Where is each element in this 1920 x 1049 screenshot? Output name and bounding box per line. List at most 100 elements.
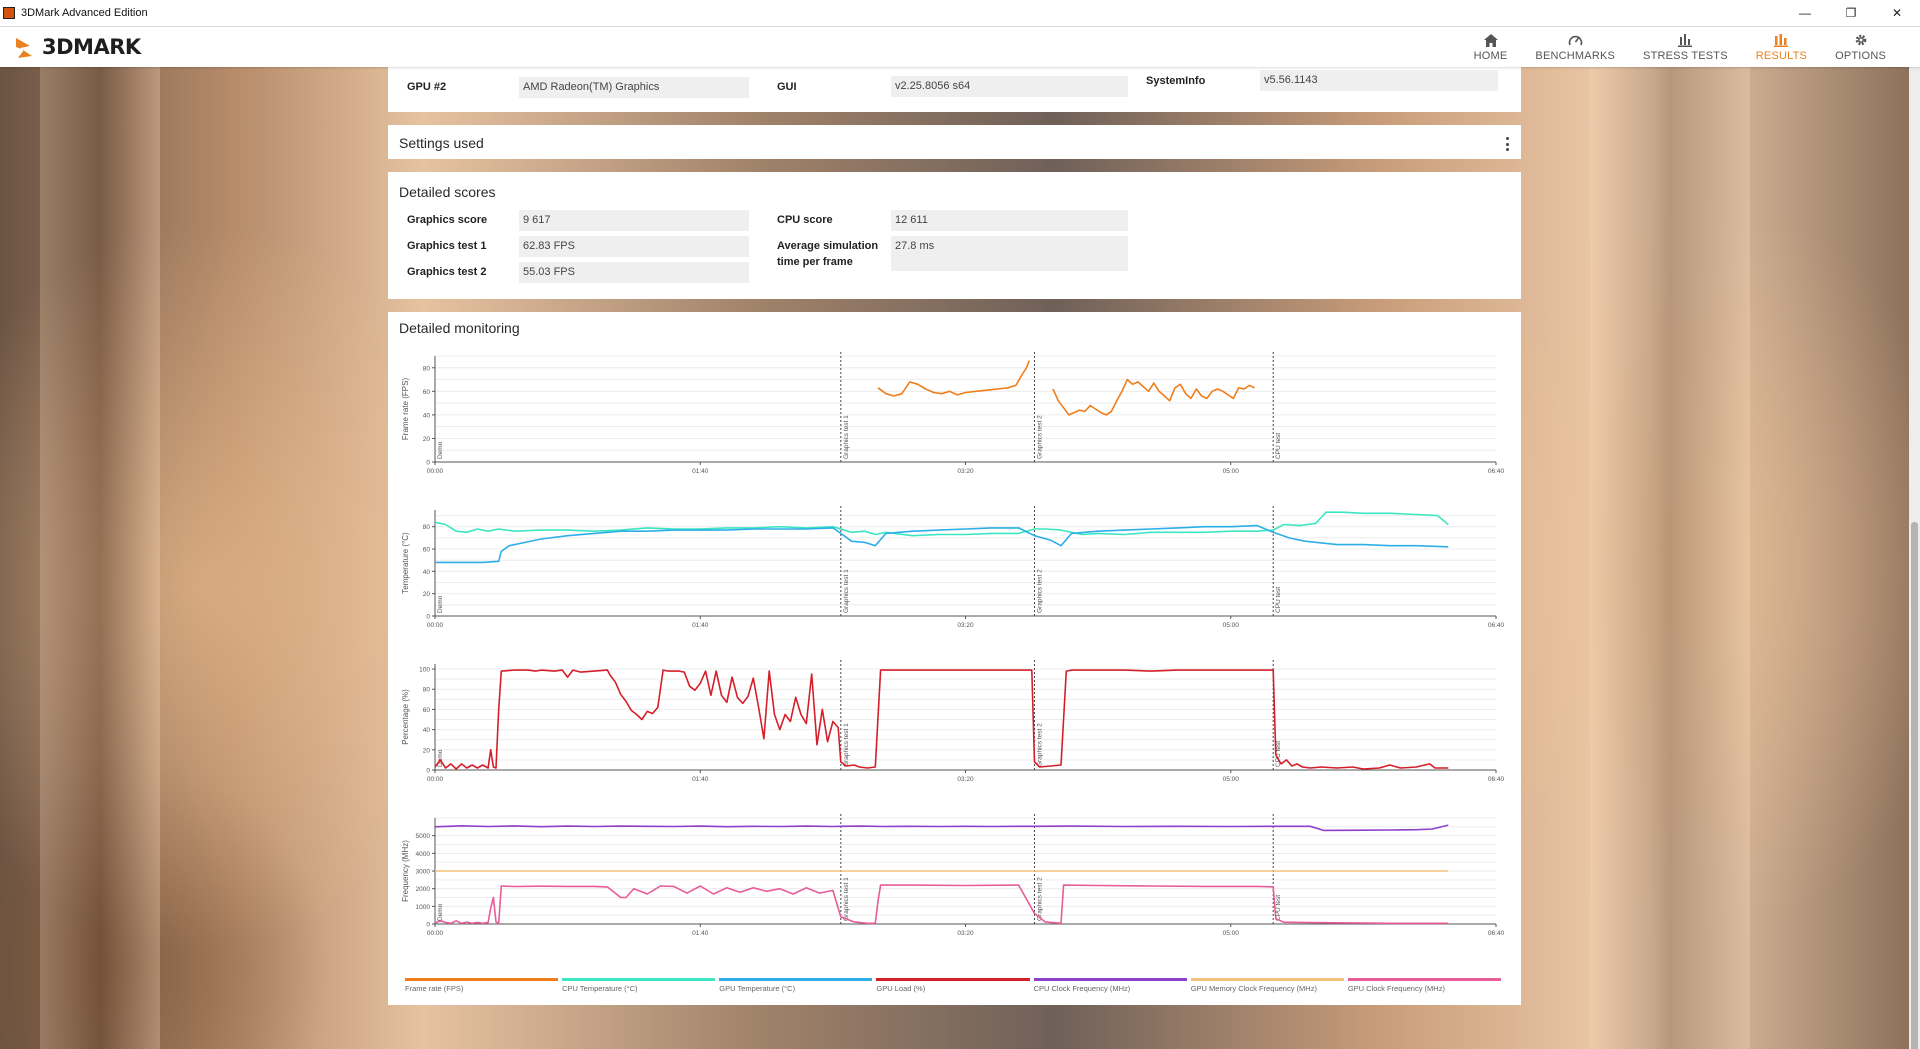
- percentage-chart[interactable]: 0 20 40 60 80 100 00:00 01:40 03:20 05:00 06:40 Per…: [388, 656, 1521, 796]
- logo-text: 3DMARK: [42, 35, 141, 59]
- y-tick-label: 0: [426, 460, 430, 467]
- home-icon: [1483, 32, 1498, 48]
- nav-results[interactable]: RESULTS: [1742, 27, 1821, 67]
- legend-color-bar: [1190, 978, 1344, 981]
- x-tick-label: 06:40: [1488, 468, 1505, 475]
- x-tick-label: 03:20: [957, 468, 974, 475]
- gauge-icon: [1568, 32, 1583, 48]
- scrollbar-thumb[interactable]: [1911, 522, 1918, 1049]
- y-tick-label: 60: [423, 547, 431, 554]
- legend-item[interactable]: GPU Clock Frequency (MHz): [1347, 978, 1501, 998]
- x-tick-label: 03:20: [957, 776, 974, 783]
- legend-item[interactable]: GPU Memory Clock Frequency (MHz): [1190, 978, 1344, 998]
- cpu-score-label: CPU score: [777, 214, 833, 226]
- legend-label: GPU Load (%): [876, 984, 926, 993]
- series-line: [1052, 378, 1255, 416]
- nav-benchmarks-label: BENCHMARKS: [1535, 50, 1616, 62]
- x-tick-label: 05:00: [1223, 930, 1240, 937]
- phase-marker-label: Graphics test 1: [843, 877, 850, 921]
- gpu2-value: AMD Radeon(TM) Graphics: [519, 77, 749, 98]
- legend-item[interactable]: GPU Temperature (°C): [719, 978, 873, 998]
- app-header: 3DMARK HOME BENCHMARKS STRESS TESTS RESU…: [0, 27, 1920, 67]
- x-tick-label: 03:20: [957, 622, 974, 629]
- graphics-score-value: 9 617: [519, 210, 749, 231]
- nav-stress-tests[interactable]: STRESS TESTS: [1629, 27, 1742, 67]
- x-tick-label: 00:00: [427, 622, 444, 629]
- phase-marker-label: Demo: [437, 903, 444, 921]
- x-tick-label: 06:40: [1488, 930, 1505, 937]
- y-tick-label: 60: [423, 707, 431, 714]
- legend-item[interactable]: Frame rate (FPS): [405, 978, 559, 998]
- more-options-icon[interactable]: [1505, 137, 1509, 151]
- background-pillar-right: [1590, 67, 1750, 1049]
- series-line: [877, 360, 1030, 397]
- detailed-monitoring-card: Detailed monitoring 0 20 40 60 80 00:00 01:40 0…: [388, 312, 1521, 1005]
- background-pillar-left: [40, 67, 160, 1049]
- y-axis-label: Frequency (MHz): [401, 840, 410, 902]
- nav-benchmarks[interactable]: BENCHMARKS: [1521, 27, 1629, 67]
- restore-button[interactable]: ❐: [1845, 6, 1857, 20]
- window-controls: — ❐ ✕: [1782, 0, 1920, 27]
- systeminfo-label: SystemInfo: [1146, 75, 1206, 87]
- y-tick-label: 0: [426, 768, 430, 775]
- nav-home[interactable]: HOME: [1460, 27, 1522, 67]
- legend-color-bar: [405, 978, 559, 981]
- phase-marker-label: Graphics test 2: [1036, 415, 1043, 459]
- y-tick-label: 60: [423, 389, 431, 396]
- nav-home-label: HOME: [1473, 50, 1508, 62]
- x-tick-label: 01:40: [692, 622, 709, 629]
- minimize-button[interactable]: —: [1799, 6, 1811, 20]
- x-tick-label: 05:00: [1223, 622, 1240, 629]
- y-tick-label: 0: [426, 922, 430, 929]
- y-tick-label: 40: [423, 412, 431, 419]
- detailed-scores-title: Detailed scores: [399, 184, 496, 200]
- x-tick-label: 01:40: [692, 930, 709, 937]
- legend-item[interactable]: CPU Temperature (°C): [562, 978, 716, 998]
- main-nav: HOME BENCHMARKS STRESS TESTS RESULTS OPT…: [1460, 27, 1900, 67]
- framerate-chart[interactable]: 0 20 40 60 80 00:00 01:40 03:20 05:00 06:40 Frame …: [388, 348, 1521, 488]
- graphics-test1-label: Graphics test 1: [407, 240, 487, 252]
- series-line: [434, 884, 1449, 925]
- phase-marker-label: CPU test: [1275, 741, 1282, 767]
- y-tick-label: 2000: [416, 886, 431, 893]
- close-button[interactable]: ✕: [1891, 6, 1903, 20]
- window-title: 3DMark Advanced Edition: [21, 7, 148, 19]
- 3dmark-logo[interactable]: 3DMARK: [14, 34, 141, 60]
- graphics-test2-value: 55.03 FPS: [519, 262, 749, 283]
- legend-label: CPU Clock Frequency (MHz): [1033, 984, 1131, 993]
- y-tick-label: 40: [423, 727, 431, 734]
- x-tick-label: 05:00: [1223, 776, 1240, 783]
- x-tick-label: 00:00: [427, 468, 444, 475]
- window-titlebar: 3DMark Advanced Edition — ❐ ✕: [0, 0, 1920, 27]
- y-axis-label: Temperature (°C): [401, 532, 410, 594]
- gui-value: v2.25.8056 s64: [891, 76, 1128, 97]
- legend-item[interactable]: GPU Load (%): [876, 978, 1030, 998]
- y-tick-label: 20: [423, 436, 431, 443]
- phase-marker-label: CPU test: [1275, 433, 1282, 459]
- legend-color-bar: [1033, 978, 1187, 981]
- phase-marker-label: Graphics test 2: [1036, 877, 1043, 921]
- gui-label: GUI: [777, 81, 797, 93]
- y-tick-label: 80: [423, 687, 431, 694]
- legend-label: GPU Clock Frequency (MHz): [1347, 984, 1445, 993]
- page-scrollbar[interactable]: [1909, 67, 1920, 1049]
- phase-marker-label: Demo: [437, 441, 444, 459]
- y-tick-label: 20: [423, 591, 431, 598]
- frequency-chart[interactable]: 0 1000 2000 3000 4000 5000 00:00 01:40 03:20 05:0…: [388, 810, 1521, 950]
- gpu2-label: GPU #2: [407, 81, 447, 93]
- settings-used-card[interactable]: Settings used: [388, 125, 1521, 159]
- phase-marker-label: CPU test: [1275, 587, 1282, 613]
- temperature-chart[interactable]: 0 20 40 60 80 00:00 01:40 03:20 05:00 06:40 Temper…: [388, 502, 1521, 642]
- system-info-card: GPU #2 AMD Radeon(TM) Graphics GUI v2.25…: [388, 67, 1521, 112]
- y-tick-label: 4000: [416, 851, 431, 858]
- nav-options[interactable]: OPTIONS: [1821, 27, 1900, 67]
- stress-bars-icon: [1678, 32, 1693, 48]
- y-tick-label: 80: [423, 524, 431, 531]
- phase-marker-label: Graphics test 2: [1036, 569, 1043, 613]
- legend-item[interactable]: CPU Clock Frequency (MHz): [1033, 978, 1187, 998]
- legend-label: CPU Temperature (°C): [562, 984, 638, 993]
- x-tick-label: 03:20: [957, 930, 974, 937]
- detailed-monitoring-title: Detailed monitoring: [399, 320, 520, 336]
- y-axis-label: Percentage (%): [401, 689, 410, 745]
- phase-marker-label: Demo: [437, 595, 444, 613]
